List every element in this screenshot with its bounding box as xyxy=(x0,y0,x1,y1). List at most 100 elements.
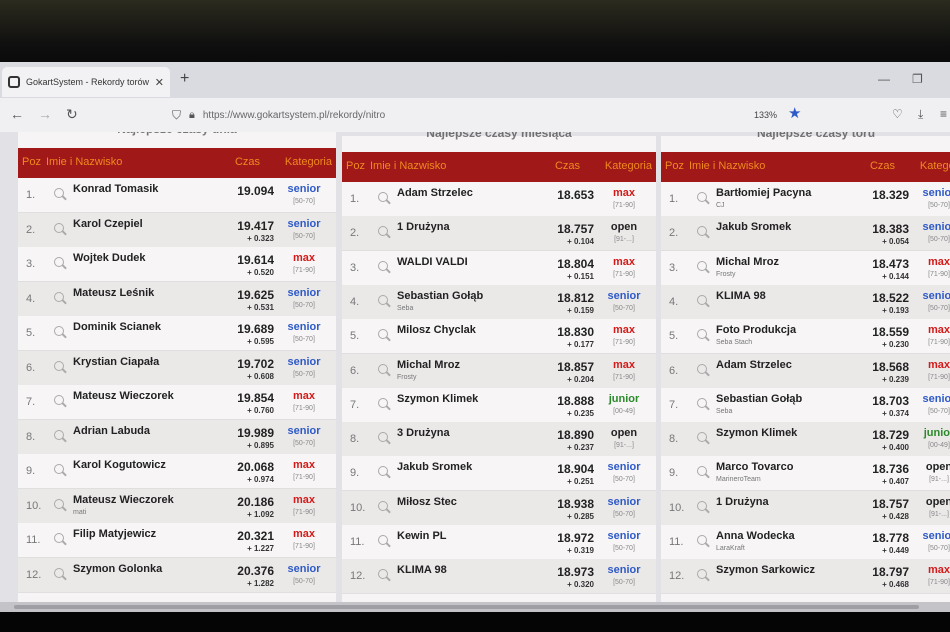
magnifier-icon[interactable] xyxy=(378,192,388,202)
table-row[interactable]: 8. 3 Drużyna 18.890 + 0.237 open [91-...] xyxy=(342,422,656,458)
table-row[interactable]: 2. Karol Czepiel 19.417 + 0.323 senior [50-70… xyxy=(18,212,336,248)
table-row[interactable]: 10. 1 Drużyna 18.757 + 0.428 open [91-...] xyxy=(661,490,950,526)
magnifier-icon[interactable] xyxy=(378,466,388,477)
table-row[interactable]: 12. Szymon Golonka 20.376 + 1.282 senior [50-… xyxy=(18,557,336,593)
magnifier-icon[interactable] xyxy=(378,432,388,443)
scrollbar-thumb[interactable] xyxy=(14,605,919,609)
column-header-category[interactable]: Kategoria xyxy=(919,160,950,172)
table-row[interactable]: 12. Szymon Sarkowicz 18.797 + 0.468 max [71-9… xyxy=(661,559,950,595)
column-header-pos[interactable]: Poz xyxy=(22,156,41,168)
column-header-pos[interactable]: Poz xyxy=(665,160,684,172)
table-row[interactable]: 12. KLIMA 98 18.973 + 0.320 senior [50-70] xyxy=(342,559,656,595)
column-header-time[interactable]: Czas xyxy=(234,156,260,168)
magnifier-icon[interactable] xyxy=(54,188,64,198)
magnifier-icon[interactable] xyxy=(54,395,64,405)
minimize-icon[interactable]: — xyxy=(878,72,890,86)
menu-icon[interactable]: ≡ xyxy=(940,107,948,121)
magnifier-icon[interactable] xyxy=(54,360,64,371)
table-row[interactable]: 8. Szymon Klimek 18.729+ 0.400 junior [00-49… xyxy=(661,422,950,458)
zoom-level[interactable]: 133% xyxy=(754,110,778,120)
magnifier-icon[interactable] xyxy=(697,192,707,202)
magnifier-icon[interactable] xyxy=(378,397,388,408)
table-row[interactable]: 4. Sebastian Gołąb Seba 18.812 + 0.159 senior… xyxy=(342,284,656,320)
magnifier-icon[interactable] xyxy=(378,569,388,580)
reload-icon[interactable]: ↻ xyxy=(66,106,78,122)
table-row[interactable]: 11. Filip Matyjewicz 20.321 + 1.227 max [71-9… xyxy=(18,523,336,558)
magnifier-icon[interactable] xyxy=(54,257,64,267)
magnifier-icon[interactable] xyxy=(378,260,388,271)
column-header-category[interactable]: Kategoria xyxy=(604,160,652,172)
magnifier-icon[interactable] xyxy=(378,500,388,511)
table-row[interactable]: 1. Bartłomiej Pacyna CJ 18.329 senior [50-70] xyxy=(661,182,950,217)
column-header-name[interactable]: Imie i Nazwisko xyxy=(46,156,123,168)
magnifier-icon[interactable] xyxy=(54,533,64,543)
table-row[interactable]: 4. Mateusz Leśnik 19.625 + 0.531 senior [50-7… xyxy=(18,281,336,317)
table-row[interactable]: 9. Jakub Sromek 18.904 + 0.251 senior [50-70] xyxy=(342,456,656,492)
table-row[interactable]: 5. Foto Produkcja Seba Stach 18.559 + 0.230 m… xyxy=(661,319,950,355)
table-row[interactable]: 9. Marco Tovarco MarineroTeam 18.736 + 0.407… xyxy=(661,456,950,492)
table-row[interactable]: 10. Miłosz Stec 18.938 + 0.285 senior [50-70] xyxy=(342,490,656,526)
magnifier-icon[interactable] xyxy=(54,498,64,509)
magnifier-icon[interactable] xyxy=(697,260,707,271)
magnifier-icon[interactable] xyxy=(378,535,388,545)
magnifier-icon[interactable] xyxy=(54,222,64,233)
download-icon[interactable]: ⤓ xyxy=(918,107,924,121)
magnifier-icon[interactable] xyxy=(697,535,707,545)
table-row[interactable]: 3. Wojtek Dudek 19.614 + 0.520 max [71-90] xyxy=(18,247,336,282)
tab-gokartsystem[interactable]: GokartSystem - Rekordy torów ✕ xyxy=(2,67,170,97)
magnifier-icon[interactable] xyxy=(697,432,707,443)
table-row[interactable]: 2. Jakub Sromek 18.383+ 0.054 senior [50-70] xyxy=(661,216,950,252)
column-header-time[interactable]: Czas xyxy=(869,160,895,172)
magnifier-icon[interactable] xyxy=(697,466,707,477)
magnifier-icon[interactable] xyxy=(54,291,64,302)
table-row[interactable]: 6. Michal Mroz Frosty 18.857 + 0.204 max [71-9… xyxy=(342,353,656,389)
table-row[interactable]: 9. Karol Kogutowicz 20.068 + 0.974 max [71-90… xyxy=(18,454,336,489)
table-row[interactable]: 4. KLIMA 98 18.522+ 0.193 senior [50-70] xyxy=(661,284,950,320)
table-row[interactable]: 1. Adam Strzelec 18.653 max [71-90] xyxy=(342,182,656,217)
magnifier-icon[interactable] xyxy=(54,464,64,474)
table-row[interactable]: 5. Milosz Chyclak 18.830 + 0.177 max [71-90] xyxy=(342,319,656,355)
url-text[interactable]: https://www.gokartsystem.pl/rekordy/nitr… xyxy=(202,109,386,121)
close-tab-icon[interactable]: ✕ xyxy=(154,76,164,89)
table-row[interactable]: 3. Michal Mroz Frosty 18.473 + 0.144 max [71-9… xyxy=(661,250,950,286)
forward-icon[interactable]: → xyxy=(38,106,52,122)
table-row[interactable]: 1. Konrad Tomasik 19.094 senior [50-70] xyxy=(18,178,336,213)
magnifier-icon[interactable] xyxy=(697,569,707,580)
address-bar[interactable]: ⛉ 🔒︎ https://www.gokartsystem.pl/rekordy… xyxy=(160,102,760,128)
magnifier-icon[interactable] xyxy=(697,294,707,305)
table-row[interactable]: 3. WALDI VALDI 18.804 + 0.151 max [71-90] xyxy=(342,250,656,286)
table-row[interactable]: 6. Krystian Ciapała 19.702 + 0.608 senior [50… xyxy=(18,350,336,386)
magnifier-icon[interactable] xyxy=(697,500,707,511)
magnifier-icon[interactable] xyxy=(378,329,388,340)
back-icon[interactable]: ← xyxy=(10,106,24,122)
magnifier-icon[interactable] xyxy=(54,567,64,578)
magnifier-icon[interactable] xyxy=(378,226,388,237)
table-row[interactable]: 5. Dominik Scianek 19.689 + 0.595 senior [50-… xyxy=(18,316,336,351)
maximize-icon[interactable]: ❐ xyxy=(912,72,923,86)
table-row[interactable]: 11. Anna Wodecka LaraKraft 18.778 + 0.449 sen… xyxy=(661,525,950,560)
magnifier-icon[interactable] xyxy=(697,363,707,374)
table-row[interactable]: 11. Kewin PL 18.972 + 0.319 senior [50-70] xyxy=(342,525,656,560)
table-row[interactable]: 8. Adrian Labuda 19.989 + 0.895 senior [50-70… xyxy=(18,419,336,455)
horizontal-scrollbar[interactable] xyxy=(0,602,950,612)
column-header-pos[interactable]: Poz xyxy=(346,160,365,172)
shield-icon[interactable]: ⛉ xyxy=(172,107,182,122)
lock-icon[interactable]: 🔒︎ xyxy=(189,108,195,121)
column-header-category[interactable]: Kategoria xyxy=(284,156,332,168)
table-row[interactable]: 7. Sebastian Gołąb Seba 18.703+ 0.374 senior… xyxy=(661,387,950,423)
magnifier-icon[interactable] xyxy=(54,326,64,336)
magnifier-icon[interactable] xyxy=(54,429,64,440)
column-header-name[interactable]: Imie i Nazwisko xyxy=(689,160,766,172)
pocket-icon[interactable]: ♡ xyxy=(892,107,903,121)
star-icon[interactable]: ★ xyxy=(788,105,802,122)
magnifier-icon[interactable] xyxy=(697,329,707,340)
table-row[interactable]: 7. Szymon Klimek 18.888 + 0.235 junior [00-49… xyxy=(342,387,656,423)
magnifier-icon[interactable] xyxy=(697,226,707,237)
table-row[interactable]: 6. Adam Strzelec 18.568 + 0.239 max [71-90] xyxy=(661,353,950,389)
magnifier-icon[interactable] xyxy=(378,363,388,374)
new-tab-button[interactable]: + xyxy=(180,70,190,87)
magnifier-icon[interactable] xyxy=(378,294,388,305)
column-header-time[interactable]: Czas xyxy=(554,160,580,172)
magnifier-icon[interactable] xyxy=(697,397,707,408)
table-row[interactable]: 10. Mateusz Wieczorek mati 20.186 + 1.092 max… xyxy=(18,488,336,524)
